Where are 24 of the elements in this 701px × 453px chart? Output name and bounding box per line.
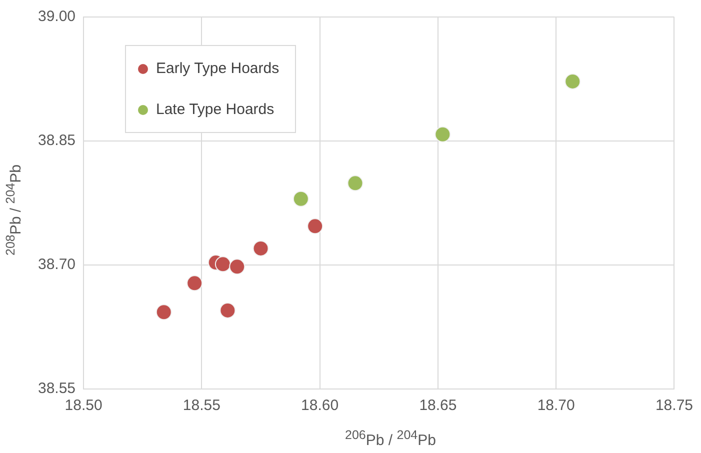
- x-tick-label: 18.70: [537, 397, 575, 414]
- point: [186, 275, 203, 292]
- x-tick-label: 18.60: [301, 397, 339, 414]
- point: [292, 190, 309, 207]
- point: [434, 126, 451, 142]
- point: [229, 258, 246, 275]
- y-tick-label: 38.70: [38, 256, 76, 274]
- point: [214, 256, 231, 272]
- x-tick-label: 18.55: [182, 397, 220, 414]
- point: [220, 302, 236, 318]
- y-tick-label: 38.85: [38, 132, 76, 150]
- x-tick-label: 18.65: [419, 397, 457, 414]
- point: [156, 304, 172, 320]
- x-tick-label: 18.50: [64, 397, 102, 414]
- y-tick-label: 39.00: [38, 8, 76, 26]
- x-tick-label: 18.75: [655, 397, 694, 414]
- point: [252, 240, 269, 256]
- point: [564, 73, 581, 90]
- point: [307, 218, 324, 234]
- x-axis-title: $^{206}$Pb / $^{204}$Pb: [344, 428, 437, 449]
- legend-label: Late Type Hoards: [156, 101, 274, 118]
- y-tick-label: 38.55: [38, 380, 76, 398]
- point: [347, 175, 364, 192]
- legend-label: Early Type Hoards: [156, 60, 280, 77]
